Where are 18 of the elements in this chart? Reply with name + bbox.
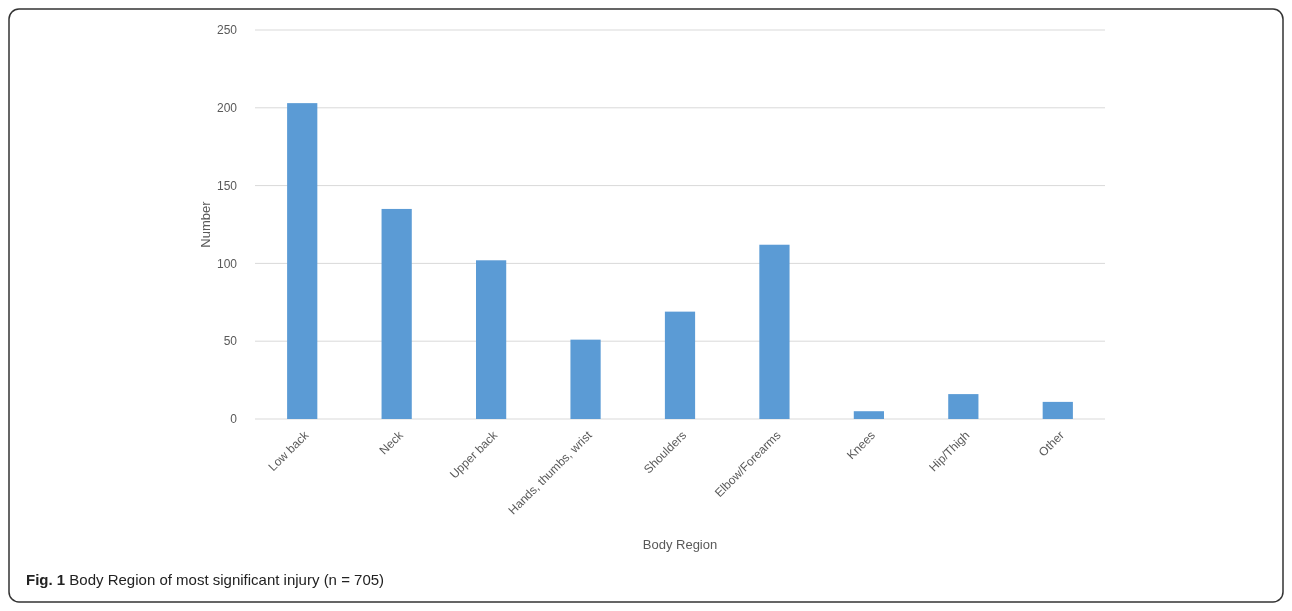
y-tick-label: 100	[216, 256, 238, 271]
x-axis-title: Body Region	[642, 537, 718, 552]
y-tick-label: 250	[216, 23, 238, 38]
bar	[948, 394, 979, 419]
bar	[853, 411, 884, 419]
bar	[570, 339, 601, 419]
y-axis-title: Number	[198, 200, 213, 248]
y-tick-label: 0	[230, 412, 238, 427]
y-tick-label: 150	[216, 178, 238, 193]
bar	[1042, 401, 1073, 419]
y-tick-label: 50	[223, 334, 238, 349]
bar	[476, 260, 507, 419]
caption: Fig. 1 Body Region of most significant injury (n = 705)	[26, 571, 385, 588]
bar	[287, 103, 318, 419]
bar	[664, 311, 696, 419]
bar	[759, 244, 790, 419]
bar	[381, 208, 412, 419]
y-tick-label: 200	[216, 101, 238, 115]
